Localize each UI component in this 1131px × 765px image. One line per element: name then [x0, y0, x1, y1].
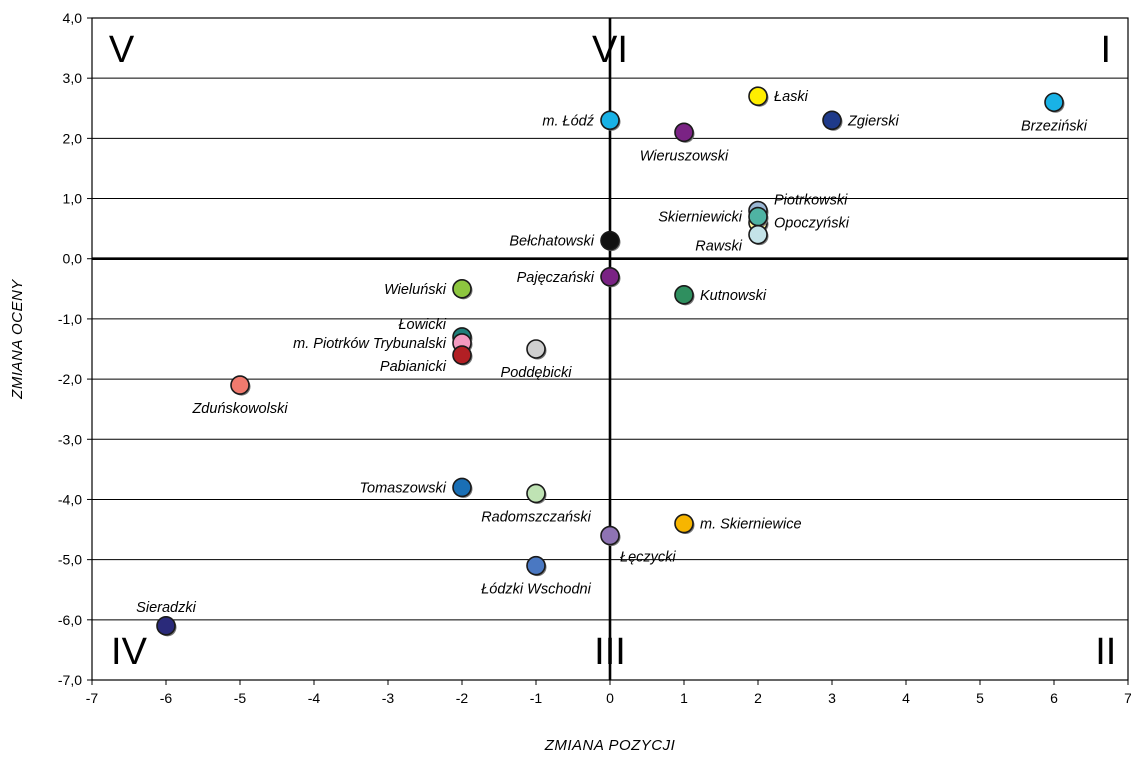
y-tick-label: 1,0 — [63, 191, 83, 207]
x-tick-label: 0 — [606, 690, 614, 706]
point-labels: Łaski Zgierski Brzeziński m. Łódź Wieruszows… — [136, 89, 1088, 616]
x-tick-label: -5 — [234, 690, 247, 706]
y-axis-title: ZMIANA OCENY — [9, 279, 26, 400]
y-tick-label: -3,0 — [58, 431, 82, 447]
data-point — [526, 339, 546, 359]
quadrant-label: II — [1095, 631, 1116, 673]
data-point — [526, 555, 546, 576]
y-tick-label: -5,0 — [58, 552, 82, 568]
quadrant-label: V — [109, 29, 135, 71]
point-label: Pabianicki — [380, 359, 447, 375]
point-label: Zduńskowolski — [191, 401, 288, 417]
data-point — [674, 513, 694, 534]
x-tick-label: 5 — [976, 690, 984, 706]
x-tick-label: 2 — [754, 690, 762, 706]
data-point — [452, 279, 472, 299]
x-tick-labels: -7 -6 -5 -4 -3 -2 -1 0 1 2 3 4 5 6 7 — [86, 680, 1131, 706]
point-label: Piotrkowski — [774, 193, 848, 209]
x-tick-label: 3 — [828, 690, 836, 706]
point-label: Opoczyński — [774, 216, 850, 232]
point-label: Tomaszowski — [360, 480, 447, 496]
point-label: Kutnowski — [700, 288, 767, 304]
data-points — [156, 86, 1065, 637]
point-label: Brzeziński — [1021, 118, 1088, 134]
x-tick-label: 4 — [902, 690, 910, 706]
data-point — [526, 483, 546, 504]
x-axis-title: ZMIANA POZYCJI — [544, 737, 676, 754]
y-tick-labels: 4,0 3,0 2,0 1,0 0,0 -1,0 -2,0 -3,0 -4,0 -5,0 -6,0 -… — [58, 10, 92, 688]
point-label: Bełchatowski — [509, 234, 594, 250]
x-tick-label: -6 — [160, 690, 173, 706]
data-point — [748, 224, 768, 245]
quadrant-label: I — [1101, 29, 1112, 71]
y-tick-label: -6,0 — [58, 612, 82, 628]
point-label: Łódzki Wschodni — [481, 582, 591, 598]
point-label: Pajęczański — [517, 270, 595, 286]
data-point — [822, 110, 842, 131]
y-tick-label: -1,0 — [58, 311, 82, 327]
y-tick-label: 4,0 — [63, 10, 83, 26]
data-point — [600, 266, 620, 287]
point-label: Sieradzki — [136, 600, 196, 616]
data-point — [600, 230, 620, 251]
data-point — [452, 345, 472, 365]
data-point — [748, 86, 768, 107]
x-tick-label: 1 — [680, 690, 688, 706]
y-tick-label: 0,0 — [63, 251, 83, 267]
data-point — [600, 525, 620, 546]
quadrant-label: III — [594, 631, 626, 673]
point-label: Łęczycki — [620, 550, 676, 566]
data-point — [674, 122, 694, 143]
x-tick-label: -1 — [530, 690, 543, 706]
data-point — [674, 285, 694, 305]
x-tick-label: -3 — [382, 690, 395, 706]
point-label: Wieruszowski — [640, 148, 729, 164]
point-label: Łowicki — [398, 317, 446, 333]
y-tick-label: -4,0 — [58, 491, 82, 507]
point-label: m. Łódź — [542, 113, 594, 129]
data-point — [1044, 92, 1064, 113]
point-label: Zgierski — [847, 113, 900, 129]
data-point — [600, 110, 620, 131]
x-tick-label: 7 — [1124, 690, 1131, 706]
quadrant-label: IV — [111, 631, 148, 673]
x-tick-label: -2 — [456, 690, 469, 706]
point-label: Skierniewicki — [658, 210, 743, 226]
y-tick-label: -7,0 — [58, 672, 82, 688]
data-point — [230, 375, 250, 395]
data-point — [156, 616, 176, 636]
data-point — [452, 477, 472, 498]
point-label: m. Piotrków Trybunalski — [293, 336, 447, 352]
point-label: Radomszczański — [481, 509, 591, 525]
y-tick-label: 3,0 — [63, 70, 83, 86]
quadrant-label: VI — [592, 29, 628, 71]
y-tick-label: -2,0 — [58, 371, 82, 387]
x-tick-label: 6 — [1050, 690, 1058, 706]
x-tick-label: -4 — [308, 690, 321, 706]
point-label: Rawski — [695, 239, 743, 255]
point-label: Wieluński — [384, 282, 447, 298]
y-tick-label: 2,0 — [63, 130, 83, 146]
point-label: Poddębicki — [501, 365, 573, 381]
data-point — [748, 206, 768, 227]
point-label: m. Skierniewice — [700, 517, 802, 533]
point-label: Łaski — [774, 89, 809, 105]
x-tick-label: -7 — [86, 690, 99, 706]
